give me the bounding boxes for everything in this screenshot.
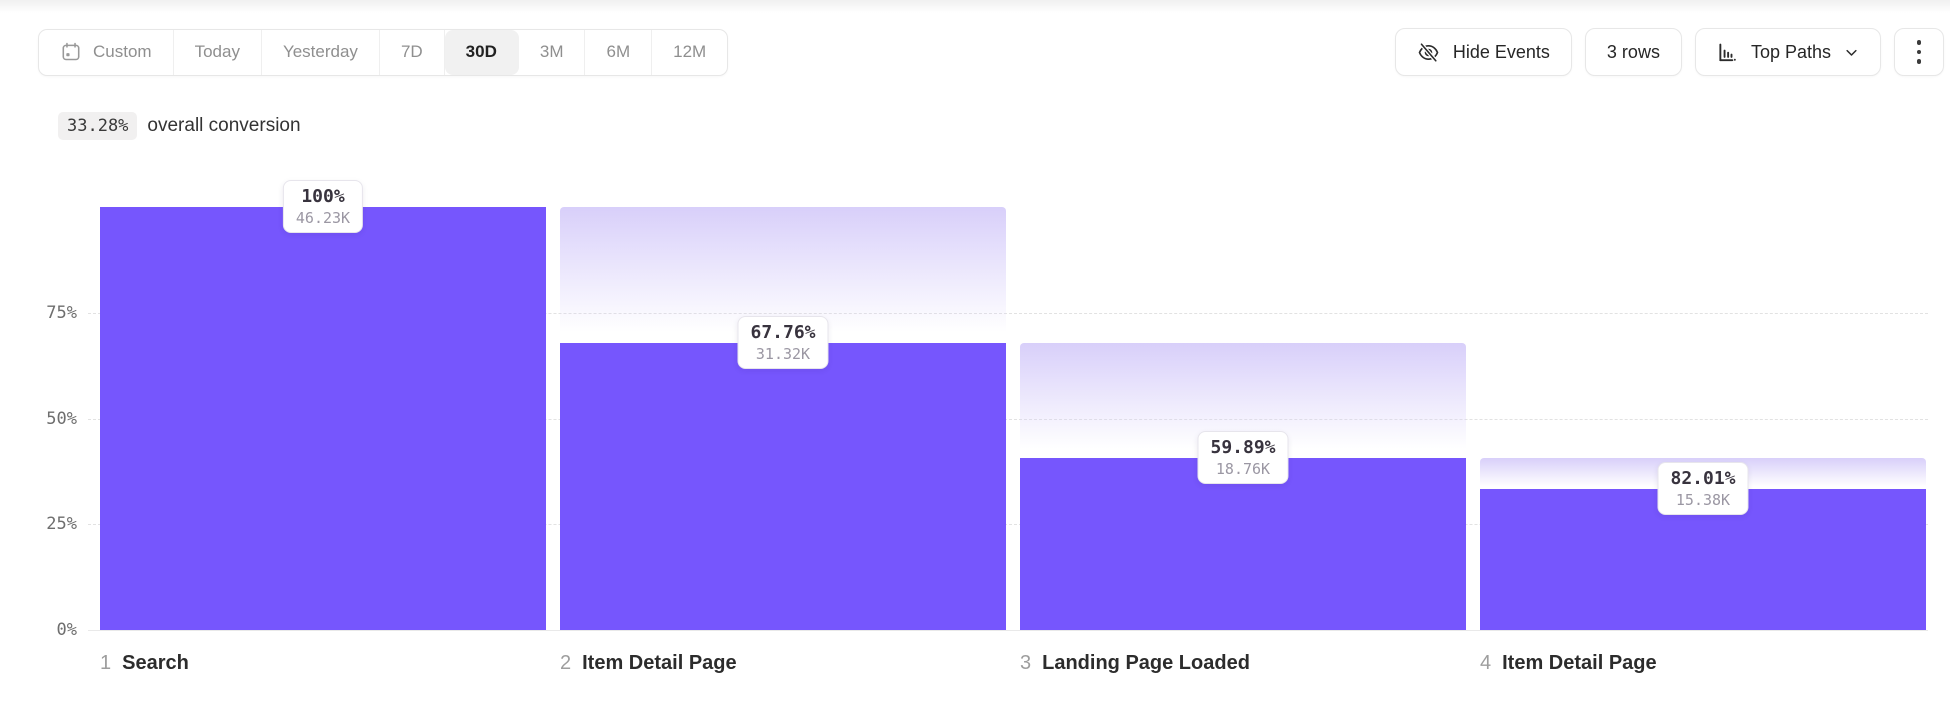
date-range-today[interactable]: Today (174, 29, 262, 75)
step-label[interactable]: 1 Search (100, 652, 546, 675)
step-name: Landing Page Loaded (1042, 652, 1250, 674)
bar-chart-icon (1717, 42, 1738, 63)
step-number: 3 (1020, 652, 1032, 674)
calendar-icon (60, 41, 82, 63)
step-count: 15.38K (1675, 491, 1731, 510)
step-label[interactable]: 2 Item Detail Page (560, 652, 1006, 675)
toolbar: Custom Today Yesterday 7D 30D 3M 6M 12M (38, 28, 1944, 76)
chevron-down-icon (1844, 45, 1859, 60)
funnel-step-column: 100% 46.23K (100, 180, 546, 630)
step-label[interactable]: 4 Item Detail Page (1480, 652, 1926, 675)
step-number: 1 (100, 652, 112, 674)
step-count: 18.76K (1215, 460, 1271, 479)
funnel-bar-tooltip: 67.76% 31.32K (737, 316, 829, 370)
funnel-bar-tooltip: 59.89% 18.76K (1197, 431, 1289, 485)
chart-gridlines (88, 207, 1928, 631)
hide-events-label: Hide Events (1452, 41, 1550, 62)
y-tick-75: 75% (46, 302, 77, 323)
funnel-bar[interactable] (560, 343, 1006, 630)
step-conversion-percent: 82.01% (1670, 468, 1736, 490)
step-label[interactable]: 3 Landing Page Loaded (1020, 652, 1466, 675)
overall-conversion-summary: 33.28% overall conversion (58, 112, 301, 140)
date-range-label: 30D (465, 42, 497, 61)
date-range-label: 12M (673, 42, 707, 61)
conversion-value-badge: 33.28% (58, 112, 138, 140)
date-range-control: Custom Today Yesterday 7D 30D 3M 6M 12M (38, 28, 729, 76)
date-range-custom[interactable]: Custom (39, 29, 174, 75)
toolbar-right-group: Hide Events 3 rows Top Paths (1394, 28, 1944, 76)
gridline-75 (88, 313, 1928, 314)
gridline-50 (88, 419, 1928, 420)
y-axis: 0% 25% 50% 75% (0, 207, 80, 640)
funnel-step-column: 59.89% 18.76K (1020, 207, 1466, 630)
date-range-7d[interactable]: 7D (380, 29, 445, 75)
funnel-step-column: 82.01% 15.38K (1480, 207, 1926, 630)
date-range-label: Custom (93, 42, 152, 61)
conversion-label: overall conversion (147, 115, 301, 136)
date-range-30d[interactable]: 30D (444, 29, 519, 75)
rows-label: 3 rows (1606, 41, 1660, 62)
funnel-bar[interactable] (1020, 458, 1466, 630)
hide-events-button[interactable]: Hide Events (1394, 28, 1572, 76)
more-options-button[interactable] (1894, 28, 1944, 76)
date-range-label: 3M (539, 42, 564, 61)
step-number: 2 (560, 652, 572, 674)
funnel-chart: 100% 46.23K 67.76% 31.32K 59.89% 18.76K … (100, 180, 1926, 630)
funnel-step-column: 67.76% 31.32K (560, 207, 1006, 630)
date-range-3m[interactable]: 3M (519, 29, 586, 75)
date-range-label: 7D (400, 42, 423, 61)
gridline-baseline (88, 630, 1928, 631)
step-count: 46.23K (295, 209, 351, 227)
step-conversion-percent: 100% (301, 186, 345, 207)
funnel-bar-tooltip: 100% 46.23K (282, 180, 364, 233)
kebab-menu-icon (1916, 40, 1922, 64)
rows-button[interactable]: 3 rows (1584, 28, 1682, 76)
step-count: 31.32K (755, 345, 811, 364)
step-number: 4 (1480, 652, 1492, 674)
funnel-bar-tooltip: 82.01% 15.38K (1657, 462, 1749, 516)
step-name: Item Detail Page (1502, 652, 1657, 674)
funnel-bar[interactable] (100, 207, 546, 630)
date-range-label: Today (194, 42, 240, 61)
y-tick-0: 0% (56, 620, 77, 640)
y-tick-50: 50% (46, 408, 77, 429)
top-paths-button[interactable]: Top Paths (1694, 28, 1881, 76)
date-range-yesterday[interactable]: Yesterday (262, 29, 380, 75)
gridline-25 (88, 524, 1928, 525)
date-range-12m[interactable]: 12M (652, 30, 727, 75)
funnel-step-labels: 1 Search 2 Item Detail Page 3 Landing Pa… (100, 652, 1926, 675)
top-paths-label: Top Paths (1750, 41, 1831, 62)
step-conversion-percent: 59.89% (1210, 437, 1276, 459)
step-name: Item Detail Page (582, 652, 737, 674)
step-name: Search (122, 652, 189, 674)
eye-off-icon (1417, 41, 1440, 64)
top-scroll-shadow (0, 0, 1950, 13)
date-range-6m[interactable]: 6M (585, 29, 653, 75)
date-range-label: Yesterday (282, 42, 358, 61)
date-range-label: 6M (606, 42, 631, 61)
y-tick-25: 25% (46, 514, 77, 535)
step-conversion-percent: 67.76% (750, 322, 816, 344)
